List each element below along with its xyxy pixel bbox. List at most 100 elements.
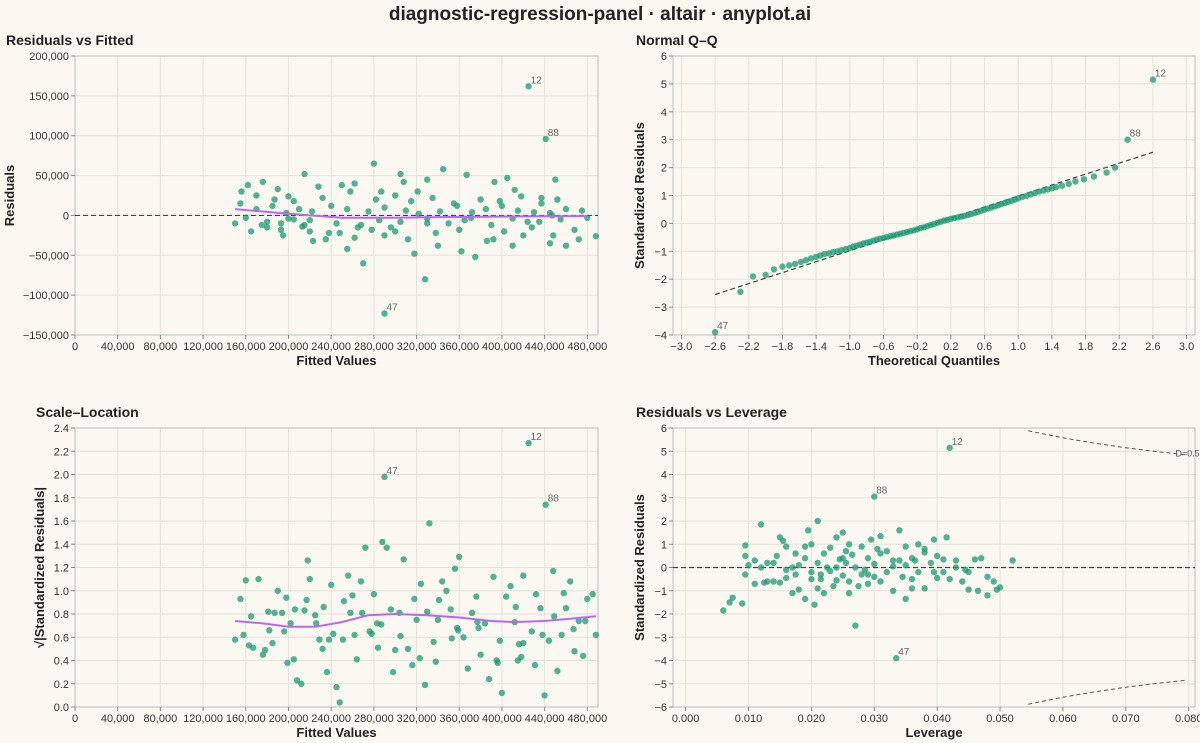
data-point: [930, 536, 938, 543]
subplot-qq: −3.0 −2.6 −2.2 −1.8 −1.4 −1.0 −0.6 −0.2 0.2 0.6 1.…: [632, 32, 1196, 368]
y-tick-label: −150,000: [23, 330, 69, 342]
data-point: [504, 174, 511, 182]
y-tick-label: 0.4: [54, 656, 69, 668]
data-point: [290, 656, 297, 663]
x-tick-label: 0.080: [1175, 713, 1200, 725]
data-point: [290, 216, 297, 223]
x-tick-label: 80,000: [144, 713, 178, 725]
y-tick-label: −1: [654, 246, 667, 258]
data-point: [477, 196, 484, 203]
data-point: [323, 668, 331, 676]
data-point: [1009, 557, 1016, 564]
data-point: [524, 218, 531, 225]
data-point: [940, 568, 947, 576]
y-tick-label: 3: [661, 135, 667, 147]
data-point: [579, 652, 587, 660]
data-point: [439, 578, 446, 585]
data-point: [424, 220, 431, 227]
y-tick-label: 1.4: [54, 539, 69, 551]
data-point: [392, 192, 399, 199]
y-tick-label: 50,000: [35, 171, 69, 183]
data-point: [498, 202, 506, 210]
x-tick-label: 480,000: [567, 341, 607, 353]
data-point: [711, 329, 719, 336]
data-point: [742, 571, 749, 578]
data-point: [807, 255, 815, 262]
data-point: [984, 592, 991, 599]
qq-reference-line: [714, 151, 1154, 296]
outlier-label: 88: [1130, 129, 1142, 140]
data-point: [344, 205, 351, 213]
y-tick-label: 3: [661, 493, 667, 505]
data-point: [306, 228, 313, 235]
y-axis-label: Standardized Residuals: [632, 122, 647, 269]
data-point: [757, 564, 765, 571]
data-point: [883, 568, 890, 576]
data-point: [874, 545, 881, 553]
data-point: [291, 606, 299, 613]
data-point: [330, 630, 337, 637]
data-point: [902, 595, 909, 603]
data-point: [562, 242, 570, 249]
y-tick-label: 1.8: [54, 493, 69, 505]
data-point: [301, 221, 308, 229]
x-tick-label: −2.6: [704, 341, 726, 353]
data-point: [792, 550, 799, 557]
data-point: [971, 556, 979, 563]
data-point: [550, 567, 557, 575]
data-point: [791, 260, 799, 268]
y-tick-label: −6: [654, 702, 667, 714]
data-point: [319, 645, 326, 653]
data-point: [274, 185, 281, 193]
data-point: [263, 218, 271, 225]
data-point: [306, 575, 313, 583]
data-point: [231, 220, 239, 227]
y-tick-label: −3: [654, 632, 667, 644]
data-point: [447, 606, 454, 613]
x-tick-label: 320,000: [397, 341, 437, 353]
y-tick-label: 1: [661, 191, 667, 203]
outlier-label: 12: [1155, 69, 1167, 80]
data-point: [554, 196, 561, 203]
y-tick-label: 0.6: [54, 632, 69, 644]
data-point: [285, 215, 292, 222]
data-point: [845, 578, 853, 585]
x-tick-label: 200,000: [269, 341, 309, 353]
data-point: [430, 638, 437, 646]
data-point: [491, 178, 498, 186]
x-tick-label: −1.8: [772, 341, 794, 353]
y-tick-label: 2.0: [54, 470, 69, 482]
data-point: [558, 631, 565, 639]
data-point: [545, 637, 553, 644]
data-point: [864, 555, 872, 562]
data-point: [277, 220, 285, 227]
x-tick-label: 440,000: [525, 341, 565, 353]
data-point: [530, 209, 538, 216]
x-tick-label: 0: [72, 341, 78, 353]
data-point: [820, 550, 828, 557]
data-point: [551, 613, 558, 620]
subplot-resfit: 0 40,000 80,000 120,000 160,000 200,000 240,00…: [2, 32, 607, 368]
data-point: [436, 208, 444, 215]
data-point: [347, 609, 354, 616]
data-point: [448, 635, 455, 642]
data-point: [370, 591, 378, 598]
data-point: [271, 196, 278, 203]
subplot-title: Normal Q–Q: [636, 32, 718, 48]
data-point: [749, 273, 757, 280]
data-point: [242, 214, 249, 221]
data-point: [726, 599, 733, 606]
x-tick-label: 1.0: [1011, 341, 1026, 353]
data-point: [247, 613, 255, 620]
data-point: [368, 630, 375, 637]
data-point: [845, 589, 853, 597]
data-point: [277, 226, 285, 233]
data-point: [397, 218, 404, 225]
data-point: [269, 639, 276, 647]
data-point: [511, 186, 518, 194]
data-point: [458, 248, 465, 255]
data-point: [287, 620, 294, 627]
data-point: [392, 646, 399, 654]
data-point: [849, 551, 856, 558]
data-point: [830, 582, 837, 590]
